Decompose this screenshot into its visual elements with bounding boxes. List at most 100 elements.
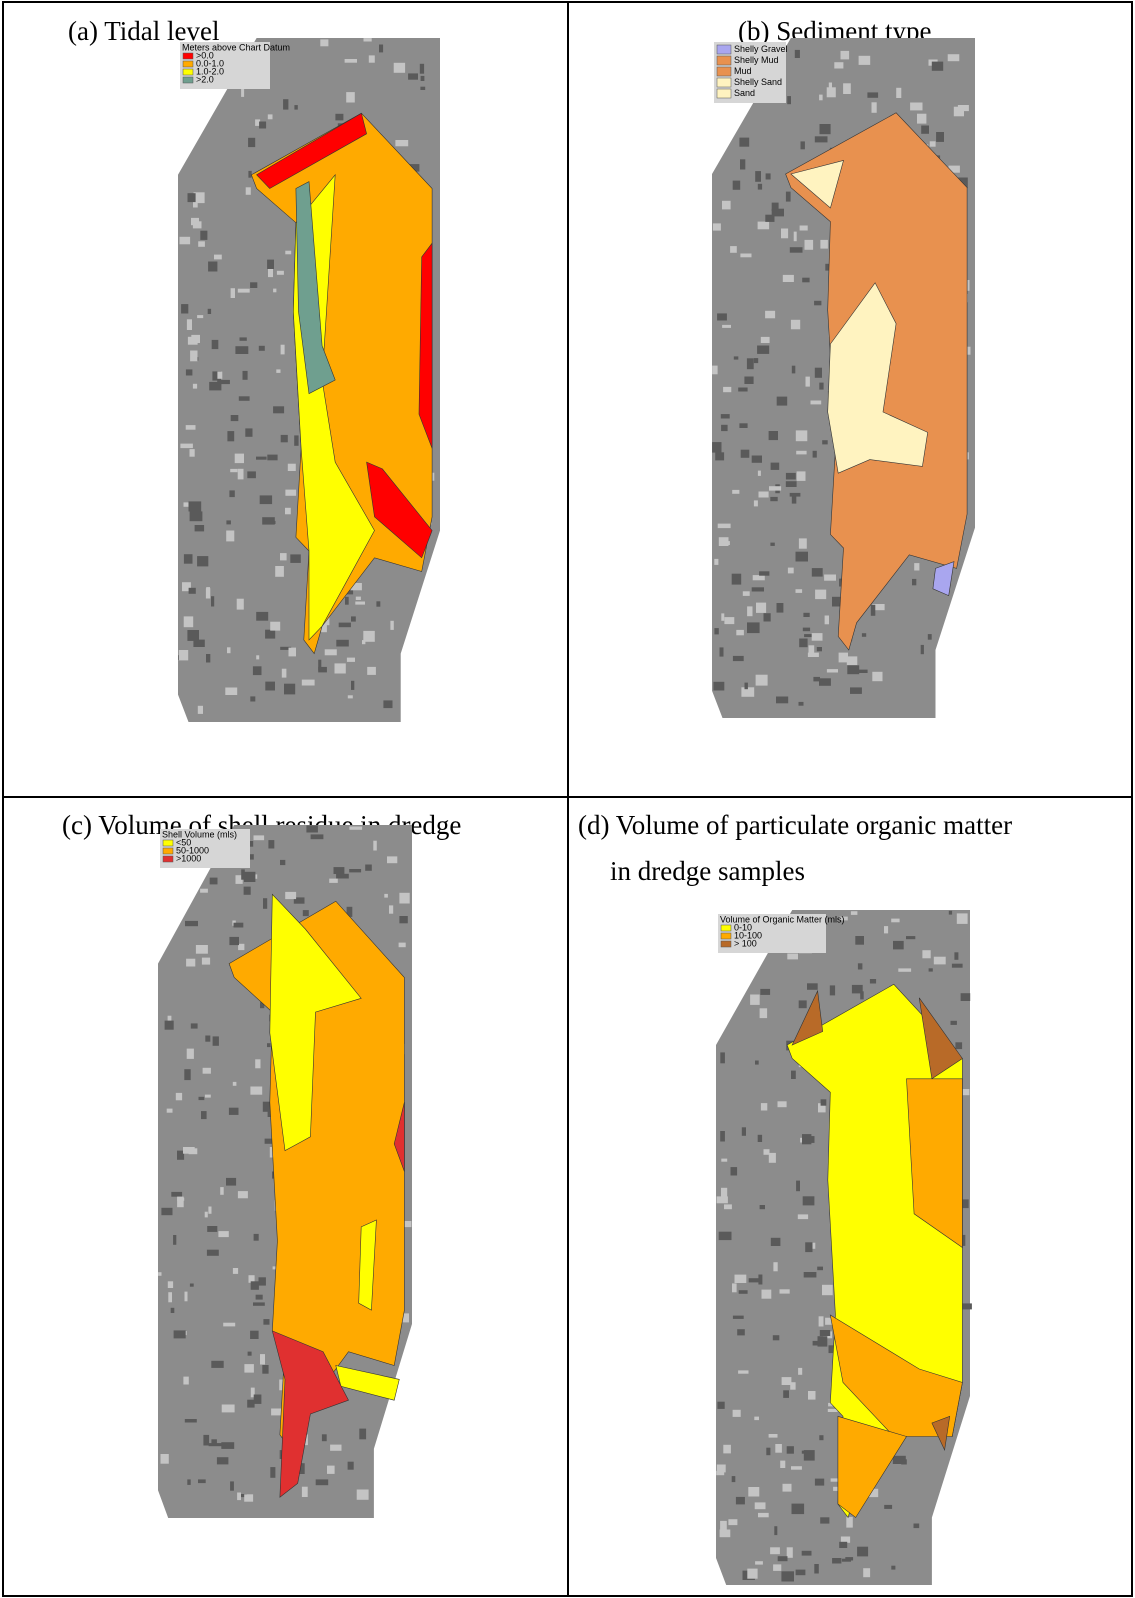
aerial-texture: [798, 1368, 802, 1375]
aerial-texture: [369, 55, 375, 62]
aerial-texture: [781, 1571, 794, 1581]
aerial-texture: [872, 102, 877, 113]
legend-title: Shell Volume (mls): [162, 829, 237, 839]
panel: (c) Volume of shell residue in dredgeShe…: [62, 810, 461, 1518]
aerial-texture: [723, 1445, 731, 1454]
aerial-texture: [421, 76, 425, 81]
aerial-texture: [852, 985, 863, 994]
aerial-texture: [834, 62, 843, 68]
aerial-texture: [281, 345, 285, 355]
aerial-texture: [839, 1542, 847, 1548]
aerial-texture: [271, 1409, 281, 1416]
aerial-texture: [256, 612, 268, 621]
aerial-texture: [238, 469, 244, 480]
aerial-texture: [847, 656, 858, 665]
aerial-texture: [832, 597, 841, 607]
aerial-texture: [348, 1462, 354, 1470]
aerial-texture: [760, 1008, 768, 1018]
aerial-texture: [189, 588, 196, 594]
aerial-texture: [302, 680, 315, 686]
aerial-texture: [325, 649, 337, 655]
aerial-texture: [723, 387, 731, 392]
aerial-texture: [345, 597, 349, 605]
aerial-texture: [824, 575, 836, 581]
aerial-texture: [357, 1490, 369, 1500]
legend-swatch: [717, 67, 731, 76]
aerial-texture: [230, 1481, 234, 1490]
aerial-texture: [819, 95, 823, 101]
aerial-texture: [818, 1336, 828, 1346]
aerial-texture: [283, 99, 288, 109]
aerial-texture: [223, 1323, 235, 1327]
aerial-texture: [183, 1147, 195, 1154]
legend-label: Mud: [734, 66, 752, 76]
aerial-texture: [831, 1478, 838, 1481]
aerial-texture: [755, 1561, 763, 1564]
aerial-texture: [802, 278, 809, 283]
aerial-texture: [267, 260, 274, 269]
aerial-texture: [769, 1153, 776, 1163]
aerial-texture: [850, 687, 862, 694]
legend-swatch: [721, 941, 731, 947]
aerial-texture: [205, 1036, 210, 1042]
aerial-texture: [335, 114, 343, 121]
aerial-texture: [742, 1127, 746, 1136]
aerial-texture: [284, 684, 295, 695]
aerial-texture: [786, 481, 797, 487]
aerial-texture: [724, 541, 730, 545]
aerial-texture: [815, 136, 828, 142]
aerial-texture: [177, 1197, 184, 1208]
aerial-texture: [420, 64, 424, 74]
aerial-texture: [731, 1167, 738, 1175]
aerial-texture: [921, 126, 929, 134]
aerial-texture: [250, 1331, 259, 1339]
aerial-texture: [165, 1021, 174, 1030]
aerial-texture: [335, 663, 346, 673]
aerial-texture: [910, 103, 922, 111]
aerial-texture: [227, 431, 234, 441]
aerial-texture: [773, 1262, 777, 1271]
aerial-texture: [227, 647, 231, 653]
aerial-texture: [846, 1517, 853, 1528]
panel: (a) Tidal levelMeters above Chart Datum>…: [68, 16, 440, 722]
legend-label: Shelly Mud: [734, 55, 779, 65]
aerial-texture: [408, 73, 418, 79]
legend-swatch: [717, 45, 731, 54]
aerial-texture: [199, 1097, 205, 1100]
aerial-texture: [250, 282, 257, 288]
aerial-texture: [399, 916, 407, 923]
aerial-texture: [211, 596, 214, 606]
aerial-texture: [721, 414, 730, 418]
aerial-texture: [829, 83, 832, 89]
aerial-texture: [221, 1442, 234, 1449]
aerial-texture: [226, 531, 234, 542]
aerial-texture: [867, 92, 878, 97]
aerial-texture: [771, 463, 780, 470]
aerial-texture: [254, 1395, 262, 1404]
aerial-texture: [399, 893, 409, 904]
aerial-texture: [862, 633, 866, 637]
aerial-texture: [387, 856, 397, 863]
aerial-texture: [791, 1071, 796, 1079]
aerial-texture: [187, 319, 192, 330]
aerial-texture: [799, 639, 807, 648]
aerial-texture: [339, 623, 351, 628]
aerial-texture: [777, 397, 788, 406]
aerial-texture: [783, 1484, 792, 1492]
aerial-texture: [802, 1134, 811, 1144]
aerial-texture: [855, 936, 864, 945]
aerial-texture: [250, 1087, 262, 1095]
aerial-texture: [753, 575, 765, 580]
aerial-texture: [778, 1101, 787, 1107]
aerial-texture: [389, 905, 393, 913]
aerial-texture: [359, 1429, 366, 1440]
aerial-texture: [345, 59, 357, 63]
aerial-texture: [820, 124, 831, 134]
aerial-texture: [187, 630, 199, 641]
aerial-texture: [759, 571, 769, 575]
aerial-texture: [253, 666, 262, 675]
aerial-texture: [806, 377, 810, 387]
aerial-texture: [737, 1329, 745, 1335]
aerial-texture: [809, 645, 815, 654]
aerial-texture: [229, 1108, 239, 1115]
